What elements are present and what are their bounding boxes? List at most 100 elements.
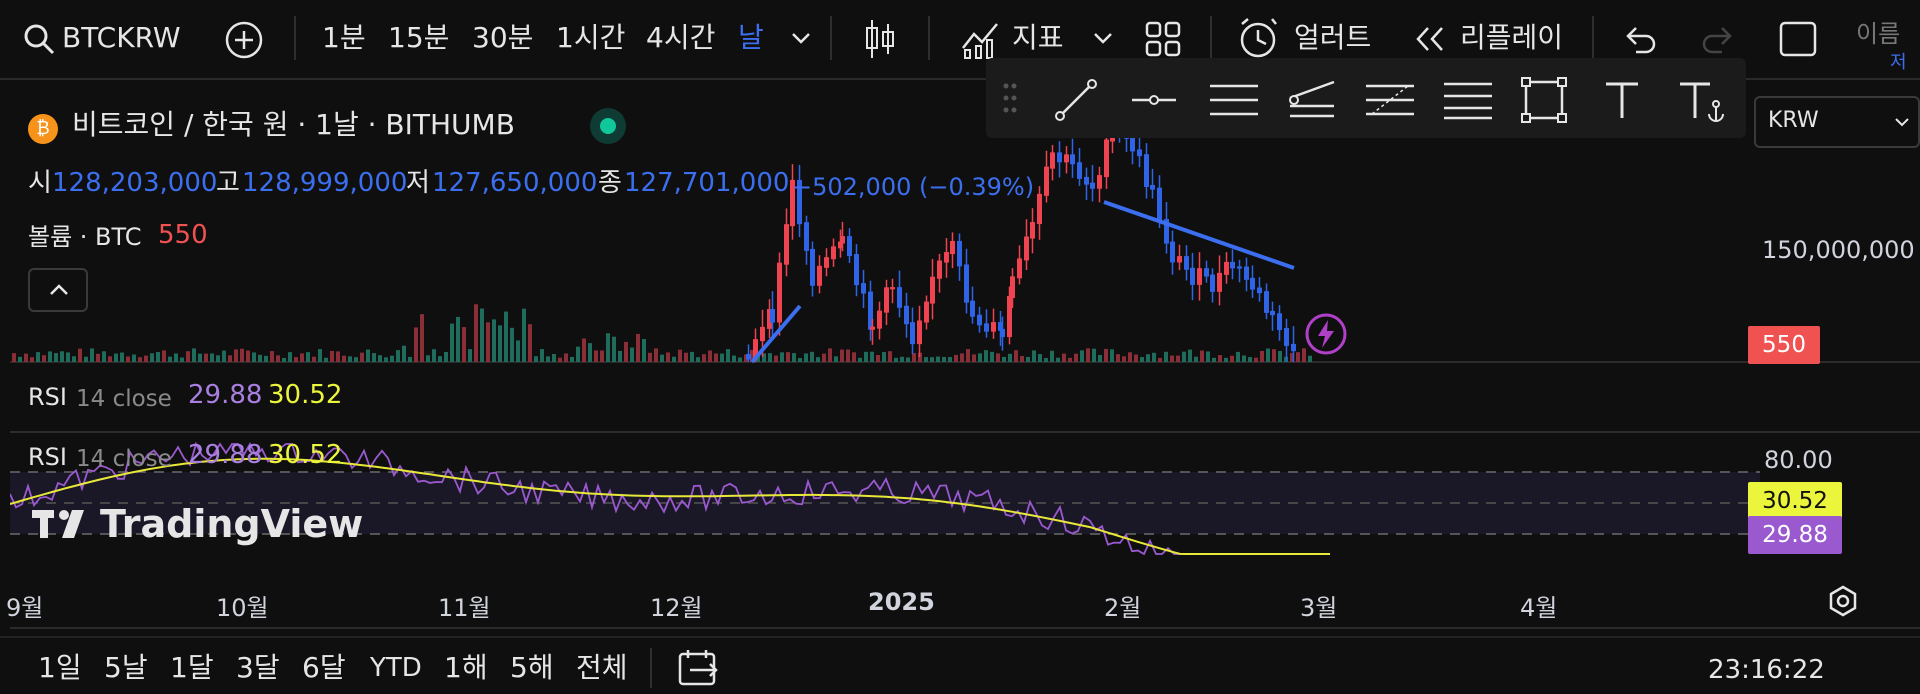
range-6m[interactable]: 6달 [302,651,346,684]
volume-bar [546,356,550,362]
volume-bar [1002,356,1006,362]
candle [1277,313,1282,331]
volume-bar [372,353,376,362]
settings-gear-icon[interactable] [1826,584,1860,618]
volume-bar [204,353,208,362]
name-label[interactable]: 이름 [1856,20,1901,48]
rsi-value-1: 29.88 [188,440,263,470]
interval-1d[interactable]: 날 [738,21,764,54]
pitchfork-icon[interactable] [1286,76,1338,124]
chart-canvas[interactable] [10,84,1920,632]
interval-30m[interactable]: 30분 [472,21,534,54]
range-1m[interactable]: 1달 [170,651,214,684]
lightning-icon[interactable] [1304,312,1348,356]
redo-icon[interactable] [1700,24,1736,54]
range-3m[interactable]: 3달 [236,651,280,684]
volume-bar [456,316,460,362]
volume-bar [276,355,280,362]
candle [784,224,789,265]
volume-bar [402,345,406,362]
volume-value: 550 [158,220,208,250]
clock[interactable]: 23:16:22 UTC+9 [1708,655,1825,694]
market-status-icon[interactable] [590,108,626,144]
alert-clock-icon[interactable] [1236,16,1280,60]
volume-bar [570,356,574,362]
drag-handle-icon[interactable] [1002,80,1018,116]
rectangle-icon[interactable] [1520,76,1568,124]
volume-bar [1218,355,1222,362]
anchored-text-icon[interactable] [1676,76,1728,124]
trend-line-icon[interactable] [1052,76,1100,124]
candle [930,276,935,304]
divider [928,16,930,60]
candle [1217,272,1222,292]
open-label: 시 [28,168,52,198]
volume-bar [1110,349,1114,362]
alert-button[interactable]: 얼러트 [1294,21,1372,54]
volume-bar [528,324,532,362]
interval-4h[interactable]: 4시간 [646,21,716,54]
replay-button[interactable]: 리플레이 [1460,21,1564,54]
volume-bar [684,352,688,362]
chevron-down-icon[interactable] [1092,30,1114,46]
volume-bar [624,341,628,362]
layouts-grid-icon[interactable] [1144,20,1182,58]
range-ytd[interactable]: YTD [370,653,422,683]
add-symbol-icon[interactable] [224,20,264,60]
fib-retracement-icon[interactable] [1364,76,1416,124]
undo-icon[interactable] [1622,24,1658,54]
candle [1017,258,1022,279]
volume-bar [876,355,880,362]
currency-select-value: KRW [1768,108,1819,133]
range-all[interactable]: 전체 [576,651,628,684]
range-1d[interactable]: 1일 [38,651,82,684]
candle [1250,277,1255,290]
goto-date-icon[interactable] [676,648,722,688]
search-icon[interactable] [22,22,56,56]
volume-bar [168,356,172,362]
candle [1090,182,1095,189]
volume-bar [30,357,34,362]
candle [1097,175,1102,189]
volume-bar [342,355,346,362]
volume-bar [582,338,586,362]
symbol-title[interactable]: 비트코인 / 한국 원 · 1날 · BITHUMB [72,108,515,141]
interval-1m[interactable]: 1분 [322,21,366,54]
volume-bar [900,356,904,362]
range-1y[interactable]: 1해 [444,651,488,684]
volume-bar [1080,350,1084,362]
candlestick-icon[interactable] [862,16,898,62]
text-icon[interactable] [1598,76,1646,124]
parallel-channel-icon[interactable] [1208,76,1260,124]
candle [1177,256,1182,263]
candle [890,287,895,290]
chevron-down-icon[interactable] [790,30,812,46]
candle [804,222,809,251]
volume-label[interactable]: 볼륨 · BTC [28,223,142,251]
volume-bar [1254,357,1258,362]
fib-extension-icon[interactable] [1442,76,1494,124]
volume-bar [642,339,646,362]
volume-bar [516,340,520,362]
collapse-legend-button[interactable] [28,268,88,312]
fullscreen-icon[interactable] [1778,20,1818,58]
rsi-value-2: 30.52 [268,440,343,470]
volume-bar [690,351,694,362]
range-5y[interactable]: 5해 [510,651,554,684]
indicators-button[interactable]: 지표 [1012,21,1064,54]
symbol-search[interactable]: BTCKRW [62,21,181,54]
interval-1h[interactable]: 1시간 [556,21,626,54]
range-5d[interactable]: 5날 [104,651,148,684]
time-axis-label: 3월 [1300,594,1338,622]
currency-select[interactable]: KRW [1754,96,1920,148]
horizontal-line-icon[interactable] [1130,76,1178,124]
time-axis-label: 2025 [868,588,935,616]
indicators-icon[interactable] [960,18,1000,60]
interval-15m[interactable]: 15분 [388,21,450,54]
candle [1237,266,1242,269]
replay-icon[interactable] [1412,24,1448,54]
rsi-label[interactable]: RSI [28,443,67,471]
volume-bar [1122,356,1126,362]
rsi-label[interactable]: RSI [28,383,67,411]
chart-pane[interactable]: ₿ 비트코인 / 한국 원 · 1날 · BITHUMB 시 128,203,0… [6,84,1920,632]
